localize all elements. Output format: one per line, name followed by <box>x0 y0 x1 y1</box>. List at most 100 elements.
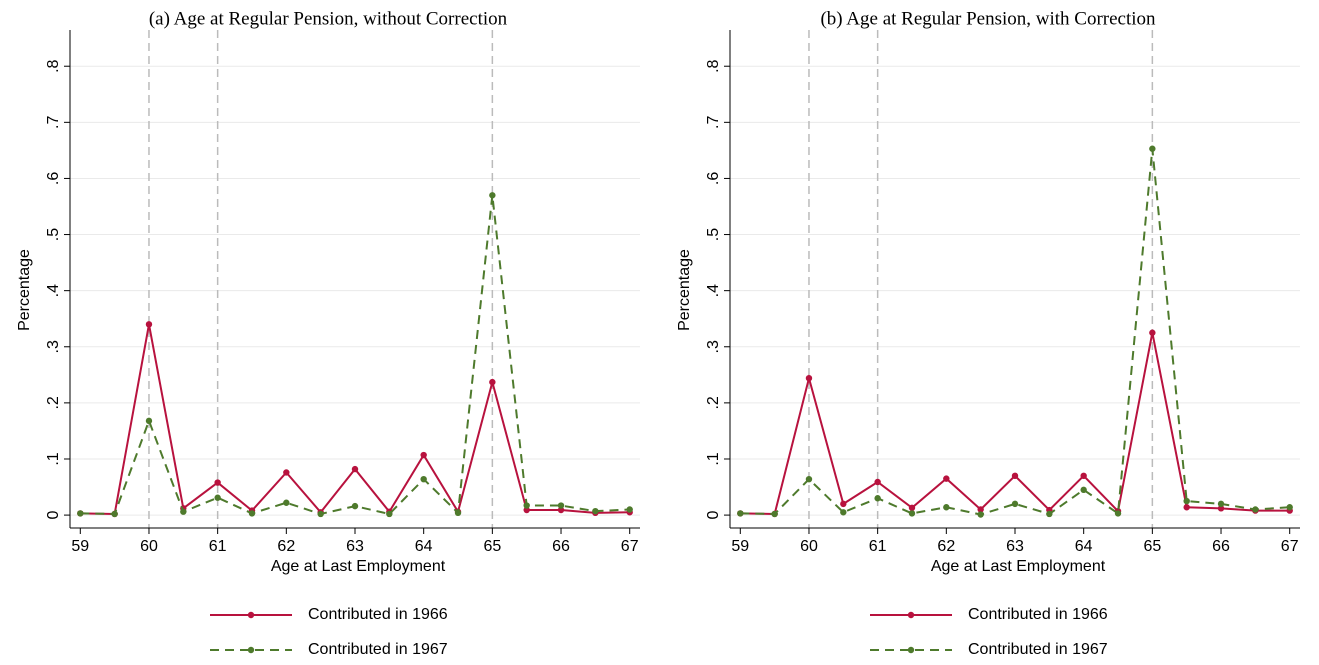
y-tick-label: .3 <box>45 340 62 353</box>
y-tick-label: .6 <box>705 172 722 185</box>
data-point <box>420 451 427 459</box>
data-point <box>420 475 427 483</box>
x-tick-label: 59 <box>71 538 89 555</box>
y-tick-label: .1 <box>705 452 722 465</box>
y-tick-label: .6 <box>45 172 62 185</box>
data-point <box>283 499 290 506</box>
x-tick-label: 60 <box>140 538 158 555</box>
data-point <box>248 510 256 517</box>
data-point <box>489 192 496 199</box>
series-line <box>740 148 1290 516</box>
y-tick-label: 0 <box>705 511 722 520</box>
data-point <box>771 510 778 518</box>
y-axis-label: Percentage <box>676 249 693 331</box>
data-point <box>557 506 565 514</box>
data-point <box>1080 486 1087 494</box>
data-point <box>737 510 744 517</box>
data-point <box>454 509 462 517</box>
data-point <box>805 374 813 382</box>
data-point <box>214 479 221 486</box>
data-point <box>1149 329 1156 336</box>
y-tick-label: .4 <box>705 284 722 297</box>
data-point <box>1286 504 1293 511</box>
data-point <box>1217 500 1225 508</box>
y-tick-label: .4 <box>45 284 62 297</box>
y-tick-label: .2 <box>45 396 62 409</box>
data-point <box>626 506 633 513</box>
data-point <box>523 502 530 509</box>
data-point <box>1080 472 1087 480</box>
y-tick-label: .5 <box>705 228 722 241</box>
data-point <box>592 507 599 515</box>
y-tick-label: .5 <box>45 228 62 241</box>
data-point <box>1114 510 1122 517</box>
legend-label: Contributed in 1966 <box>308 606 448 623</box>
y-tick-label: .8 <box>45 59 62 72</box>
data-point <box>874 478 881 486</box>
data-point <box>805 475 813 483</box>
data-point <box>1183 504 1190 511</box>
x-tick-label: 66 <box>1212 538 1230 555</box>
legend-marker <box>907 611 915 619</box>
data-point <box>1046 510 1053 518</box>
data-point <box>351 465 359 473</box>
x-tick-label: 60 <box>800 538 818 555</box>
data-point <box>1217 505 1225 512</box>
x-tick-label: 64 <box>1075 538 1093 555</box>
x-axis-label: Age at Last Employment <box>271 558 446 575</box>
data-point <box>943 475 950 482</box>
data-point <box>1011 500 1019 508</box>
series-line <box>740 332 1290 515</box>
data-point <box>908 510 916 517</box>
series-line <box>80 324 630 515</box>
y-tick-label: 0 <box>45 511 62 520</box>
data-point <box>1011 472 1019 480</box>
legend-marker <box>907 646 915 654</box>
data-point <box>840 509 847 516</box>
data-point <box>1149 145 1156 152</box>
data-point <box>977 511 984 518</box>
x-tick-label: 65 <box>1143 538 1161 555</box>
panel: (a) Age at Regular Pension, without Corr… <box>16 8 640 658</box>
legend-label: Contributed in 1967 <box>308 641 448 658</box>
data-point <box>145 321 153 328</box>
data-point <box>908 504 916 512</box>
x-tick-label: 65 <box>483 538 501 555</box>
x-tick-label: 67 <box>1281 538 1299 555</box>
x-tick-label: 61 <box>209 538 227 555</box>
legend-label: Contributed in 1966 <box>968 606 1108 623</box>
x-tick-label: 63 <box>1006 538 1024 555</box>
chart-title: (b) Age at Regular Pension, with Correct… <box>820 8 1156 29</box>
legend-marker <box>247 611 255 619</box>
data-point <box>77 510 84 517</box>
legend-label: Contributed in 1967 <box>968 641 1108 658</box>
chart-title: (a) Age at Regular Pension, without Corr… <box>149 8 508 29</box>
y-tick-label: .3 <box>705 340 722 353</box>
y-tick-label: .2 <box>705 396 722 409</box>
x-tick-label: 62 <box>277 538 295 555</box>
legend-marker <box>247 646 255 654</box>
data-point <box>489 378 496 386</box>
x-axis-label: Age at Last Employment <box>931 558 1106 575</box>
panel: (b) Age at Regular Pension, with Correct… <box>676 8 1300 658</box>
data-point <box>351 502 359 510</box>
data-point <box>317 510 324 518</box>
x-tick-label: 59 <box>731 538 749 555</box>
data-point <box>111 510 118 518</box>
y-tick-label: .7 <box>705 116 722 129</box>
data-point <box>386 510 393 518</box>
data-point <box>283 469 290 476</box>
y-tick-label: .1 <box>45 452 62 465</box>
data-point <box>557 502 565 509</box>
data-point <box>180 508 187 515</box>
x-tick-label: 62 <box>937 538 955 555</box>
data-point <box>523 506 530 514</box>
x-tick-label: 67 <box>621 538 639 555</box>
data-point <box>214 494 221 501</box>
x-tick-label: 63 <box>346 538 364 555</box>
y-tick-label: .7 <box>45 116 62 129</box>
data-point <box>943 504 950 511</box>
data-point <box>1183 497 1190 505</box>
y-tick-label: .8 <box>705 59 722 72</box>
